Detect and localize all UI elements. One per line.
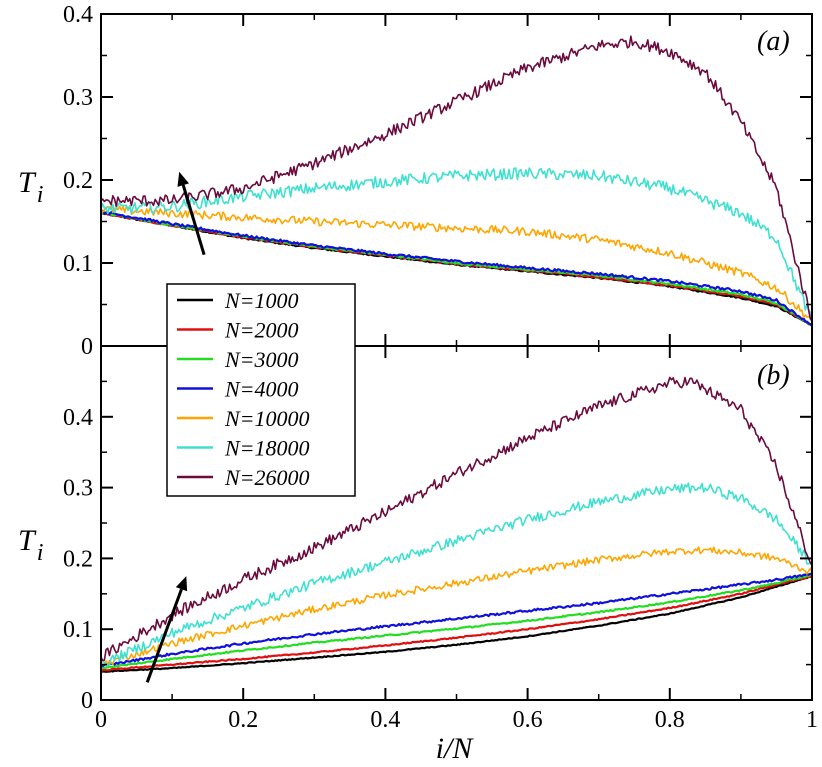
panel-b-ticks: 0 0.1 0.2 0.3 0.4 0 0.2 0.4 0.6 0.8 1: [63, 346, 818, 733]
xtick-label: 0.6: [513, 707, 543, 733]
legend-label: N=1000: [224, 288, 299, 313]
legend-label: N=18000: [224, 436, 310, 461]
plot-frame: [100, 13, 813, 701]
series-line-b-n-4000: [101, 572, 812, 668]
series-line-a-n-10000: [101, 205, 812, 322]
arrow-shaft: [145, 588, 183, 683]
panel-b-ylabel: Ti: [18, 524, 43, 566]
x-axis-label: i/N: [436, 732, 475, 765]
series-line-b-n-2000: [101, 575, 812, 672]
xtick-label: 0.4: [370, 707, 400, 733]
legend: N=1000 N=2000 N=3000 N=4000 N=10000 N=18000 N=…: [166, 283, 356, 497]
series-line-a-n-26000: [101, 35, 812, 322]
panel-b: 0 0.1 0.2 0.3 0.4 0 0.2 0.4 0.6 0.8 1 (b) Ti: [18, 346, 818, 733]
panel-b-trend-arrow: [145, 576, 188, 683]
xtick-label: 1: [806, 707, 818, 733]
arrow-head: [175, 576, 188, 592]
panel-a-ticks: 0 0.1 0.2 0.3 0.4: [63, 2, 812, 360]
series-line-a-n-4000: [101, 209, 812, 327]
legend-label: N=26000: [224, 465, 310, 490]
panel-a-trend-arrow: [177, 171, 206, 256]
legend-label: N=4000: [224, 377, 299, 402]
panel-b-label: (b): [757, 360, 790, 391]
legend-items: N=1000 N=2000 N=3000 N=4000 N=10000 N=18000 N=…: [177, 288, 310, 490]
ytick-label: 0: [81, 334, 93, 360]
ytick-label: 0.4: [63, 405, 93, 431]
xtick-label: 0: [95, 707, 107, 733]
series-line-b-n-10000: [101, 546, 812, 666]
arrow-shaft: [181, 184, 206, 256]
series-line-a-n-3000: [101, 211, 812, 327]
series-line-b-n-26000: [101, 376, 812, 662]
legend-box: [166, 283, 356, 497]
panel-a-series: [101, 35, 812, 327]
ytick-label: 0.2: [63, 168, 93, 194]
ytick-label: 0: [81, 688, 93, 714]
panel-a-ylabel: Ti: [18, 166, 43, 208]
ytick-label: 0.3: [63, 85, 93, 111]
xtick-label: 0.8: [655, 707, 685, 733]
series-line-b-n-1000: [101, 575, 812, 673]
ytick-label: 0.3: [63, 476, 93, 502]
panel-b-ylabel-main: T: [18, 524, 37, 557]
series-line-b-n-3000: [101, 573, 812, 670]
arrow-head: [177, 171, 189, 187]
panel-a-label: (a): [757, 26, 790, 57]
xtick-label: 0.2: [228, 707, 258, 733]
ytick-label: 0.4: [63, 2, 93, 28]
panel-a-ylabel-sub: i: [37, 182, 44, 208]
panel-a-ylabel-main: T: [18, 166, 37, 199]
panel-b-series: [101, 376, 812, 673]
panel-a: 0 0.1 0.2 0.3 0.4 (a) Ti: [18, 2, 812, 360]
ytick-label: 0.1: [63, 617, 93, 643]
series-line-b-n-18000: [101, 482, 812, 667]
ytick-label: 0.1: [63, 251, 93, 277]
legend-label: N=10000: [224, 406, 310, 431]
legend-label: N=2000: [224, 318, 299, 343]
panel-b-ylabel-sub: i: [37, 540, 44, 566]
legend-label: N=3000: [224, 347, 299, 372]
ytick-label: 0.2: [63, 546, 93, 572]
